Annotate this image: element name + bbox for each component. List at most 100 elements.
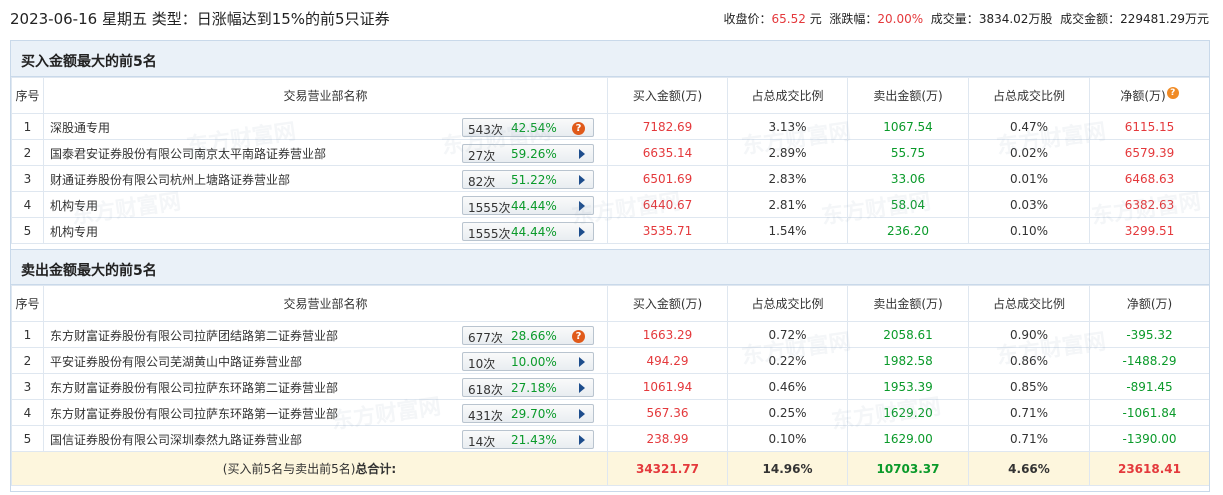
help-icon[interactable]: ? <box>1166 87 1179 99</box>
broker-name-link[interactable]: 东方财富证券股份有限公司拉萨东环路第一证券营业部 <box>50 407 339 421</box>
row-sell-ratio: 0.85% <box>968 373 1090 400</box>
arrow-right-icon[interactable] <box>579 383 585 393</box>
col-net: 净额(万) <box>1089 285 1209 322</box>
col-name: 交易营业部名称 <box>43 77 608 114</box>
row-buy: 7182.69 <box>607 113 728 140</box>
row-sell: 1953.39 <box>847 373 969 400</box>
broker-name-link[interactable]: 平安证券股份有限公司芜湖黄山中路证券营业部 <box>50 355 303 369</box>
total-label-bold: 总合计: <box>355 462 397 476</box>
row-broker: 机构专用 1555次 44.44% <box>43 217 608 244</box>
row-seq: 4 <box>11 191 44 218</box>
row-buy: 494.29 <box>607 347 728 374</box>
row-buy-ratio: 2.83% <box>727 165 848 192</box>
total-label: (买入前5名与卖出前5名)总合计: <box>11 451 608 486</box>
broker-win-rate: 51.22% <box>511 173 557 187</box>
row-broker: 东方财富证券股份有限公司拉萨东环路第一证券营业部 431次 29.70% <box>43 399 608 426</box>
row-sell-ratio: 0.86% <box>968 347 1090 374</box>
broker-win-rate: 44.44% <box>511 225 557 239</box>
row-net: 3299.51 <box>1089 217 1209 244</box>
row-buy-ratio: 0.72% <box>727 321 848 348</box>
arrow-right-icon[interactable] <box>579 227 585 237</box>
broker-name-link[interactable]: 东方财富证券股份有限公司拉萨东环路第二证券营业部 <box>50 381 339 395</box>
row-net: 6382.63 <box>1089 191 1209 218</box>
broker-name-link[interactable]: 国信证券股份有限公司深圳泰然九路证券营业部 <box>50 433 303 447</box>
row-sell-ratio: 0.47% <box>968 113 1090 140</box>
row-net: -395.32 <box>1089 321 1209 348</box>
volume-label: 成交量： <box>930 12 979 26</box>
broker-name-link[interactable]: 东方财富证券股份有限公司拉萨团结路第二证券营业部 <box>50 329 339 343</box>
row-buy: 3535.71 <box>607 217 728 244</box>
broker-stats-button[interactable]: 82次 51.22% <box>462 170 594 189</box>
row-sell-ratio: 0.01% <box>968 165 1090 192</box>
total-net: 23618.41 <box>1089 451 1209 486</box>
row-sell: 1067.54 <box>847 113 969 140</box>
table-row: 3 财通证券股份有限公司杭州上塘路证券营业部 82次 51.22% 6501.69 2.8… <box>11 165 1209 192</box>
amount-value: 229481.29万元 <box>1120 12 1209 26</box>
row-sell-ratio: 0.71% <box>968 399 1090 426</box>
question-icon[interactable]: ? <box>572 122 585 135</box>
row-net: 6579.39 <box>1089 139 1209 166</box>
broker-stats-button[interactable]: 10次 10.00% <box>462 352 594 371</box>
table-row: 4 机构专用 1555次 44.44% 6440.67 2.81% 58.04 0.03% 63… <box>11 191 1209 218</box>
broker-stats-button[interactable]: 431次 29.70% <box>462 404 594 423</box>
row-sell: 1629.00 <box>847 425 969 452</box>
row-sell: 236.20 <box>847 217 969 244</box>
row-buy-ratio: 2.89% <box>727 139 848 166</box>
arrow-right-icon[interactable] <box>579 409 585 419</box>
close-price-label: 收盘价： <box>723 12 772 26</box>
broker-win-rate: 29.70% <box>511 407 557 421</box>
arrow-right-icon[interactable] <box>579 175 585 185</box>
col-net: 净额(万)? <box>1089 77 1209 114</box>
broker-stats-button[interactable]: 1555次 44.44% <box>462 222 594 241</box>
row-buy-ratio: 0.25% <box>727 399 848 426</box>
arrow-right-icon[interactable] <box>579 201 585 211</box>
row-buy: 567.36 <box>607 399 728 426</box>
col-net-label: 净额(万) <box>1120 89 1166 103</box>
arrow-right-icon[interactable] <box>579 357 585 367</box>
broker-stats-button[interactable]: 14次 21.43% <box>462 430 594 449</box>
broker-name-link[interactable]: 机构专用 <box>50 225 99 239</box>
broker-count: 1555次 <box>468 201 511 215</box>
row-seq: 2 <box>11 139 44 166</box>
table-row: 3 东方财富证券股份有限公司拉萨东环路第二证券营业部 618次 27.18% 1061.… <box>11 373 1209 400</box>
broker-count: 14次 <box>468 435 496 449</box>
col-sell: 卖出金额(万) <box>847 285 969 322</box>
table-header-row: 序号 交易营业部名称 买入金额(万) 占总成交比例 卖出金额(万) 占总成交比例… <box>11 285 1209 322</box>
col-sell-ratio: 占总成交比例 <box>968 77 1090 114</box>
row-buy: 6440.67 <box>607 191 728 218</box>
broker-stats-button[interactable]: 1555次 44.44% <box>462 196 594 215</box>
col-name: 交易营业部名称 <box>43 285 608 322</box>
broker-name-link[interactable]: 国泰君安证券股份有限公司南京太平南路证券营业部 <box>50 147 327 161</box>
sell-table: 序号 交易营业部名称 买入金额(万) 占总成交比例 卖出金额(万) 占总成交比例… <box>11 285 1209 486</box>
close-price-unit: 元 <box>809 12 822 26</box>
broker-name-link[interactable]: 深股通专用 <box>50 121 111 135</box>
row-seq: 5 <box>11 425 44 452</box>
broker-count: 677次 <box>468 331 503 345</box>
row-sell-ratio: 0.03% <box>968 191 1090 218</box>
row-net: 6468.63 <box>1089 165 1209 192</box>
broker-stats-button[interactable]: 543次 42.54%? <box>462 118 594 137</box>
broker-name-link[interactable]: 财通证券股份有限公司杭州上塘路证券营业部 <box>50 173 291 187</box>
row-buy: 6501.69 <box>607 165 728 192</box>
row-sell: 58.04 <box>847 191 969 218</box>
col-buy: 买入金额(万) <box>607 285 728 322</box>
table-row: 5 机构专用 1555次 44.44% 3535.71 1.54% 236.20 0.10% 3… <box>11 217 1209 244</box>
arrow-right-icon[interactable] <box>579 435 585 445</box>
row-sell-ratio: 0.02% <box>968 139 1090 166</box>
sell-section-title: 卖出金额最大的前5名 <box>21 263 157 279</box>
row-sell: 33.06 <box>847 165 969 192</box>
broker-name-link[interactable]: 机构专用 <box>50 199 99 213</box>
question-icon[interactable]: ? <box>572 330 585 343</box>
broker-stats-button[interactable]: 677次 28.66%? <box>462 326 594 345</box>
arrow-right-icon[interactable] <box>579 149 585 159</box>
broker-stats-button[interactable]: 27次 59.26% <box>462 144 594 163</box>
row-buy: 238.99 <box>607 425 728 452</box>
page-title: 2023-06-16 星期五 类型：日涨幅达到15%的前5只证券 <box>10 10 390 28</box>
broker-win-rate: 10.00% <box>511 355 557 369</box>
row-sell: 1629.20 <box>847 399 969 426</box>
row-seq: 1 <box>11 113 44 140</box>
broker-stats-button[interactable]: 618次 27.18% <box>462 378 594 397</box>
total-buy: 34321.77 <box>607 451 728 486</box>
broker-count: 27次 <box>468 149 496 163</box>
change-label: 涨跌幅： <box>829 12 878 26</box>
